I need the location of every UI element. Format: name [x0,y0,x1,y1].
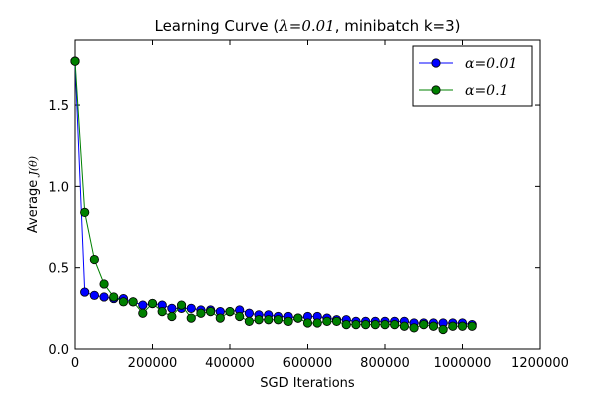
data-point [89,254,99,265]
series-1 [70,56,477,335]
legend-item: α=0.01 [419,56,517,72]
x-tick-label: 800000 [360,356,410,371]
data-point [409,323,419,333]
data-point [99,279,109,289]
data-point [399,321,409,331]
legend-item: α=0.1 [419,83,508,99]
x-tick-label: 1000000 [434,356,492,371]
title-math: λ=0.01 [278,17,334,35]
x-tick-label: 400000 [205,356,255,371]
data-point [128,297,138,307]
data-point [138,300,148,310]
data-point [215,313,225,323]
legend-box [412,45,533,107]
data-point [448,321,458,331]
data-point [80,207,90,217]
data-point [157,306,167,317]
data-point [206,306,216,317]
y-axis-label: Average J(θ) [26,156,41,233]
data-point [167,311,177,322]
data-point [331,316,342,326]
y-tick-label: 0.0 [48,343,69,358]
data-point [293,313,303,323]
data-point [438,324,448,335]
data-point [312,318,322,328]
x-tick-label: 1200000 [511,356,569,371]
data-point [225,306,235,317]
data-point [361,320,371,330]
data-point [147,298,158,309]
ylabel-prefix: Average [26,176,41,234]
data-point [254,315,264,325]
y-tick-label: 1.5 [48,99,69,114]
x-tick-label: 0 [71,356,79,371]
legend-marker [431,58,441,68]
data-point [419,320,429,330]
x-axis-label: SGD Iterations [260,376,355,391]
data-point [118,297,129,307]
data-point [467,321,477,331]
legend-marker [431,85,441,95]
plot-group: 0 200000 400000 600000 800000 1000000 1200000 0… [26,17,569,391]
data-point [109,292,119,302]
data-point [370,320,380,330]
data-point [176,300,187,310]
chart-title: Learning Curve (λ=0.01, minibatch k=3) [154,17,460,35]
data-point [244,308,254,318]
y-tick-label: 1.0 [48,180,69,195]
data-point [89,290,99,300]
x-tick-label: 600000 [283,356,333,371]
ylabel-math: J(θ) [27,156,40,178]
data-point [264,315,274,325]
data-point [196,308,206,318]
x-tick-label: 200000 [128,356,178,371]
data-point [186,313,196,323]
data-point [273,315,284,325]
title-suffix: , minibatch k=3) [335,17,461,35]
data-point [99,292,109,302]
title-prefix: Learning Curve ( [154,17,279,35]
data-point [428,321,439,331]
legend: α=0.01 α=0.1 [412,45,533,107]
data-point [457,321,468,331]
data-point [341,320,351,330]
data-point [80,287,90,297]
data-point [70,56,80,66]
data-point [186,303,196,313]
data-point [138,308,148,318]
data-point [235,311,245,322]
data-point [380,320,390,330]
data-point [322,316,332,326]
legend-label: α=0.01 [465,56,517,72]
data-point [351,320,361,330]
data-point [390,320,400,330]
legend-label: α=0.1 [465,83,508,99]
data-point [283,316,293,326]
data-point [302,318,313,328]
y-tick-label: 0.5 [48,262,69,277]
data-point [167,303,177,313]
data-point [244,316,254,326]
